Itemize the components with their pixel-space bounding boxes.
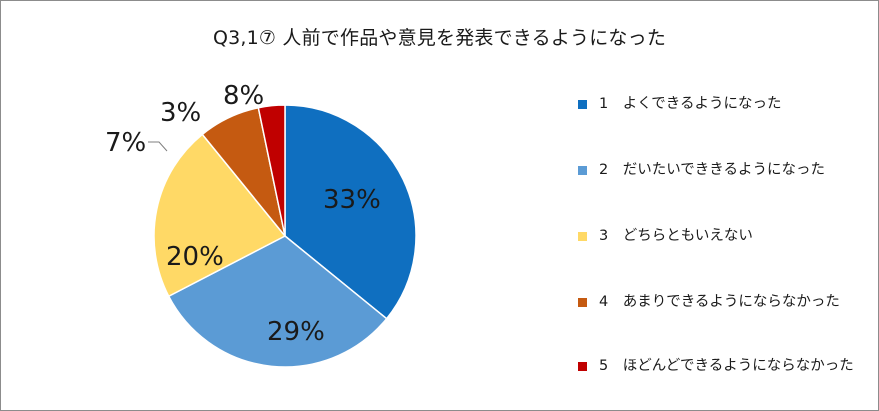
legend-label-4: 4 あまりできるようにならなかった	[599, 294, 840, 310]
legend-item-1: 1 よくできるようになった	[578, 93, 876, 115]
pie-labels: 33% 29% 20% 7% 3% 8%	[105, 81, 381, 347]
legend-label-3: 3 どちらともいえない	[599, 228, 753, 244]
pie-slice-3	[153, 133, 287, 298]
legend-label-2: 2 だいたいでききるようになった	[599, 162, 825, 178]
slice-label-5: 3%	[160, 98, 201, 128]
legend-swatch-1	[578, 100, 587, 109]
legend-swatch-3	[578, 232, 587, 241]
legend-item-5: 5 ほどんどできるようにならなかった	[578, 355, 876, 377]
legend-swatch-2	[578, 166, 587, 175]
pie-slice-1	[284, 104, 417, 320]
legend-label-1: 1 よくできるようになった	[599, 96, 782, 112]
extra-label: 8%	[223, 81, 264, 111]
pie-slices	[153, 104, 417, 368]
slice-label-3: 20%	[166, 242, 224, 272]
slice-label-4: 7%	[105, 128, 146, 158]
legend-item-4: 4 あまりできるようにならなかった	[578, 291, 876, 313]
slice-label-2: 29%	[267, 317, 325, 347]
leader-line-7pct	[148, 141, 168, 152]
legend-item-3: 3 どちらともいえない	[578, 225, 876, 247]
slice-label-1: 33%	[323, 185, 381, 215]
legend-swatch-5	[578, 362, 587, 371]
legend-swatch-4	[578, 298, 587, 307]
chart-title: Q3,1⑦ 人前で作品や意見を発表できるようになった	[212, 27, 667, 49]
legend-item-2: 2 だいたいでききるようになった	[578, 159, 876, 181]
legend-label-5: 5 ほどんどできるようにならなかった	[599, 358, 854, 374]
pie-slice-5	[257, 104, 286, 237]
